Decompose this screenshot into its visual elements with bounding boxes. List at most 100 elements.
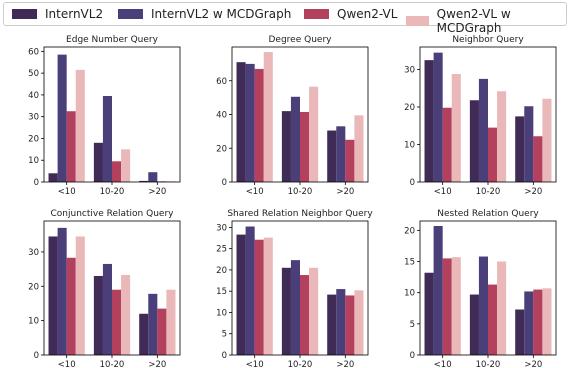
bar <box>542 288 552 355</box>
bar <box>478 256 488 355</box>
bar <box>290 260 300 355</box>
x-tick-label: <10 <box>58 360 76 368</box>
chart-title: Nested Relation Query <box>437 209 539 219</box>
chart-title: Conjunctive Relation Query <box>51 209 175 219</box>
bar <box>327 294 337 355</box>
bar <box>102 263 112 355</box>
bar <box>263 237 273 355</box>
y-tick-label: 60 <box>216 77 227 87</box>
bar <box>433 225 443 355</box>
bar <box>488 127 498 183</box>
legend-item-qwen2vl-mcdgraph: Qwen2-VL w MCDGraph <box>406 7 566 35</box>
bar <box>112 289 122 355</box>
legend-swatch <box>12 9 37 19</box>
bar <box>290 96 300 182</box>
bar <box>309 86 319 182</box>
x-tick-label: <10 <box>246 360 264 368</box>
bar <box>139 180 149 182</box>
bar <box>157 308 167 355</box>
bar <box>442 258 452 355</box>
bar <box>254 239 264 355</box>
bar <box>524 106 534 182</box>
y-tick-label: 10 <box>28 317 39 327</box>
bar <box>451 257 461 355</box>
legend-label: Qwen2-VL <box>337 7 398 21</box>
bar <box>254 68 264 182</box>
legend-label: InternVL2 <box>45 7 104 21</box>
y-tick-label: 30 <box>28 113 39 123</box>
x-tick-label: 10-20 <box>100 360 125 368</box>
y-tick-label: 0 <box>34 351 39 361</box>
y-tick-label: 10 <box>28 156 39 166</box>
x-tick-label: 10-20 <box>100 187 125 197</box>
bar <box>148 172 158 182</box>
bar <box>488 284 498 355</box>
bar <box>515 309 525 355</box>
y-tick-label: 30 <box>216 223 227 233</box>
bar <box>48 236 58 355</box>
x-tick-label: >20 <box>524 187 542 197</box>
x-tick-label: >20 <box>524 360 542 368</box>
bar <box>442 107 452 182</box>
y-tick-label: 20 <box>28 134 39 144</box>
chart-panel: Degree Query 0 20 40 60 <10 10-20 >20 <box>216 35 369 197</box>
y-tick-label: 10 <box>216 308 227 318</box>
y-tick-label: 15 <box>216 287 227 297</box>
x-tick-label: >20 <box>148 360 166 368</box>
chart-panel: Neighbor Query 0 10 20 30 <10 10-20 >20 <box>404 35 557 197</box>
bar <box>533 136 543 182</box>
bar <box>354 115 364 182</box>
bar <box>542 98 552 182</box>
legend-swatch <box>304 9 329 19</box>
bar <box>263 52 273 183</box>
y-tick-label: 0 <box>222 178 227 188</box>
chart-title: Degree Query <box>269 35 333 45</box>
bar <box>354 290 364 355</box>
bar <box>57 54 67 183</box>
y-tick-label: 20 <box>216 144 227 154</box>
bar <box>300 275 310 355</box>
x-tick-label: 10-20 <box>476 187 501 197</box>
bar <box>345 295 355 355</box>
y-tick-label: 5 <box>222 330 227 340</box>
bar <box>515 116 525 183</box>
legend-label: Qwen2-VL w MCDGraph <box>436 7 511 35</box>
x-tick-label: 10-20 <box>476 360 501 368</box>
chart-title: Shared Relation Neighbor Query <box>227 209 373 219</box>
bar <box>497 91 507 182</box>
y-tick-label: 30 <box>404 66 415 76</box>
bar <box>166 289 176 355</box>
chart-title: Edge Number Query <box>66 35 159 45</box>
bar <box>48 173 58 182</box>
legend: InternVL2 InternVL2 w MCDGraph Qwen2-VL … <box>3 2 567 35</box>
y-tick-label: 20 <box>28 282 39 292</box>
bar <box>57 227 67 355</box>
bar <box>75 69 85 182</box>
legend-item-qwen2vl: Qwen2-VL <box>304 7 397 21</box>
bar <box>148 293 158 355</box>
bar <box>236 62 246 182</box>
y-tick-label: 10 <box>404 289 415 299</box>
y-tick-label: 0 <box>410 178 415 188</box>
bar <box>93 275 103 355</box>
bar <box>451 74 461 182</box>
x-tick-label: 10-20 <box>288 187 313 197</box>
chart-panel: Conjunctive Relation Query 0 10 20 30 <10 10-2… <box>28 209 181 368</box>
chart-panel: Nested Relation Query 0 5 10 15 20 <10 10-20 >20 <box>404 209 557 368</box>
y-tick-label: 50 <box>28 69 39 79</box>
x-tick-label: >20 <box>148 187 166 197</box>
bar <box>336 126 346 182</box>
legend-item-internvl2-mcdgraph: InternVL2 w MCDGraph <box>118 7 291 21</box>
bar <box>236 234 246 355</box>
bar <box>245 226 255 355</box>
bar <box>469 100 479 182</box>
bar <box>245 63 255 183</box>
y-tick-label: 20 <box>404 103 415 113</box>
x-tick-label: <10 <box>58 187 76 197</box>
legend-swatch <box>406 16 429 26</box>
y-tick-label: 0 <box>410 351 415 361</box>
x-tick-label: <10 <box>434 360 452 368</box>
bar <box>469 294 479 355</box>
bar <box>533 289 543 355</box>
